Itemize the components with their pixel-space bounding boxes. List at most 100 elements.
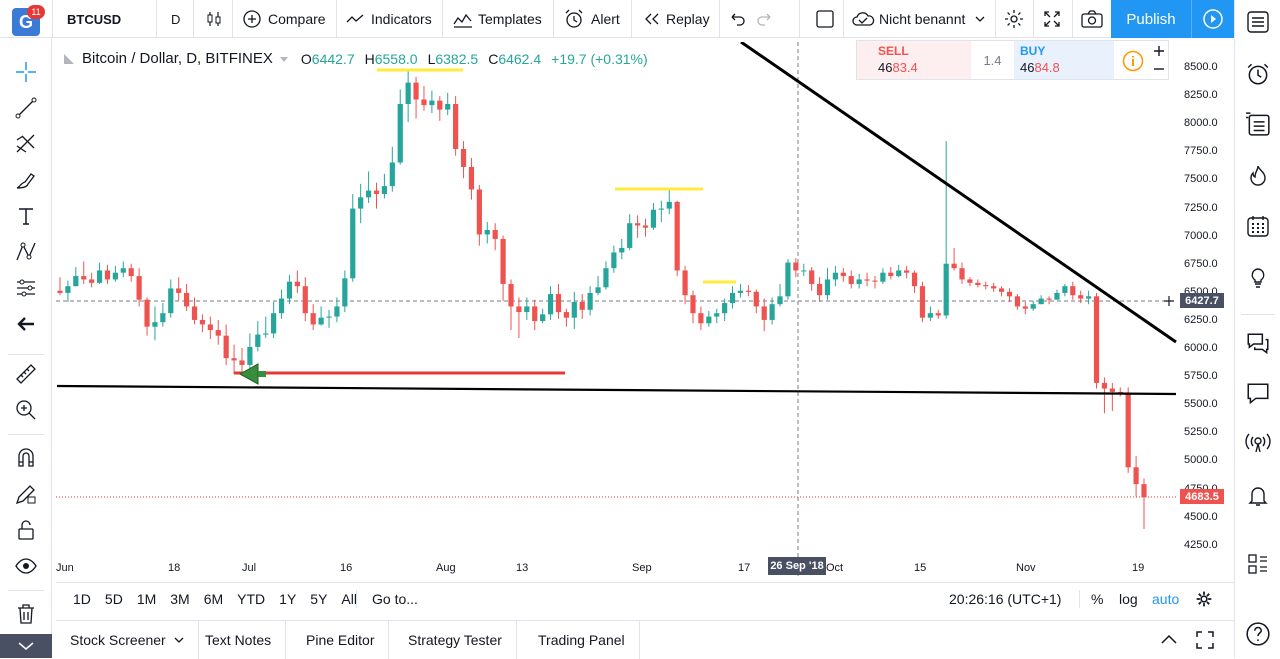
range-button[interactable]: 5Y (310, 591, 328, 607)
candle-up[interactable] (880, 272, 886, 282)
candle-down[interactable] (1078, 295, 1084, 299)
candle-up[interactable] (73, 276, 79, 287)
candle-up[interactable] (666, 201, 672, 209)
symbol-search[interactable]: BTCUSD (67, 11, 122, 27)
candle-up[interactable] (168, 288, 174, 314)
candle-down[interactable] (967, 279, 973, 283)
candle-up[interactable] (445, 103, 451, 110)
pattern-tool[interactable] (12, 238, 40, 266)
prediction-tool[interactable] (12, 274, 40, 302)
candle-up[interactable] (365, 190, 372, 198)
candle-down[interactable] (437, 100, 443, 110)
candle-up[interactable] (397, 103, 403, 163)
candle-up[interactable] (571, 301, 577, 318)
candle-up[interactable] (405, 82, 411, 104)
candle-down[interactable] (888, 272, 894, 277)
candle-down[interactable] (176, 288, 182, 293)
candle-down[interactable] (294, 281, 300, 287)
snapshot-button[interactable] (1080, 0, 1104, 38)
candle-up[interactable] (271, 313, 277, 334)
calendar-button[interactable] (1244, 212, 1272, 240)
caret-down-icon[interactable] (279, 54, 289, 64)
candle-down[interactable] (460, 148, 467, 167)
candle-down[interactable] (104, 270, 111, 280)
streams-button[interactable] (1244, 430, 1272, 458)
compare-button[interactable]: Compare (242, 0, 326, 38)
trendline-tool[interactable] (12, 94, 40, 122)
candle-down[interactable] (373, 190, 380, 194)
candle-up[interactable] (943, 263, 949, 316)
candle-up[interactable] (1086, 296, 1092, 299)
log-toggle[interactable]: log (1119, 591, 1138, 607)
play-button[interactable] (1191, 0, 1234, 38)
candle-up[interactable] (120, 268, 126, 273)
clock-display[interactable]: 20:26:16 (UTC+1) (949, 591, 1062, 607)
candle-down[interactable] (563, 312, 569, 318)
chat-button[interactable] (1244, 380, 1272, 408)
candle-up[interactable] (524, 306, 530, 313)
candle-up[interactable] (856, 279, 862, 284)
green-arrow-head[interactable] (238, 363, 259, 385)
candle-up[interactable] (777, 296, 783, 305)
candle-up[interactable] (729, 292, 736, 304)
candle-down[interactable] (89, 279, 95, 283)
interval-selector[interactable]: D (171, 11, 181, 27)
candle-down[interactable] (144, 299, 150, 327)
candle-down[interactable] (911, 272, 918, 287)
back-tool[interactable] (12, 310, 40, 338)
candle-up[interactable] (255, 334, 261, 347)
candle-down[interactable] (1125, 394, 1131, 468)
candle-down[interactable] (816, 283, 823, 296)
candle-down[interactable] (1006, 291, 1013, 297)
candle-down[interactable] (919, 286, 926, 318)
fib-tool[interactable] (12, 130, 40, 158)
increase-button[interactable] (1151, 43, 1167, 59)
candle-down[interactable] (413, 82, 419, 100)
axis-settings-button[interactable] (1195, 583, 1213, 615)
candle-down[interactable] (1093, 296, 1100, 383)
candle-up[interactable] (278, 298, 285, 314)
percent-toggle[interactable]: % (1091, 591, 1104, 607)
candle-up[interactable] (381, 186, 388, 194)
watchlist-button[interactable] (1244, 8, 1272, 36)
candle-down[interactable] (761, 306, 767, 320)
candle-down[interactable] (500, 238, 506, 284)
tab-pine-editor[interactable]: Pine Editor (292, 621, 390, 659)
candle-up[interactable] (247, 346, 253, 365)
candle-down[interactable] (1109, 388, 1115, 392)
candle-up[interactable] (603, 268, 609, 288)
candle-up[interactable] (429, 100, 435, 106)
time-axis[interactable]: Jun 18 Jul 16 Aug 13 Sep 17 Oct 15 Nov 19 (56, 558, 1176, 580)
candle-up[interactable] (714, 313, 720, 317)
candle-down[interactable] (848, 276, 854, 284)
candle-up[interactable] (587, 292, 593, 310)
candle-up[interactable] (484, 229, 490, 235)
range-button[interactable]: 3M (170, 591, 190, 607)
text-tool[interactable] (12, 202, 40, 230)
chats-button[interactable] (1244, 330, 1272, 358)
magnet-tool[interactable] (12, 444, 40, 472)
replay-button[interactable]: Replay (642, 0, 710, 38)
layout-name-dropdown[interactable]: Nicht benannt (851, 0, 985, 38)
candle-down[interactable] (998, 288, 1005, 292)
candle-down[interactable] (959, 268, 965, 280)
auto-toggle[interactable]: auto (1152, 591, 1180, 607)
collapse-toolbar-button[interactable] (0, 634, 52, 658)
candle-down[interactable] (809, 270, 815, 284)
legend-title[interactable]: Bitcoin / Dollar, D, BITFINEX (82, 50, 273, 67)
candle-down[interactable] (579, 301, 585, 310)
candle-up[interactable] (619, 247, 625, 253)
candle-down[interactable] (516, 306, 522, 313)
candle-down[interactable] (840, 272, 846, 277)
tab-text-notes[interactable]: Text Notes (191, 621, 287, 659)
candle-up[interactable] (1038, 298, 1044, 305)
candle-up[interactable] (1054, 292, 1060, 300)
candle-down[interactable] (991, 286, 997, 289)
candle-down[interactable] (674, 201, 680, 271)
candle-up[interactable] (326, 316, 332, 318)
candle-down[interactable] (492, 229, 498, 239)
candle-up[interactable] (318, 317, 324, 325)
notifications-button[interactable] (1244, 482, 1272, 510)
candle-up[interactable] (263, 333, 269, 335)
data-window-button[interactable] (1244, 110, 1272, 138)
